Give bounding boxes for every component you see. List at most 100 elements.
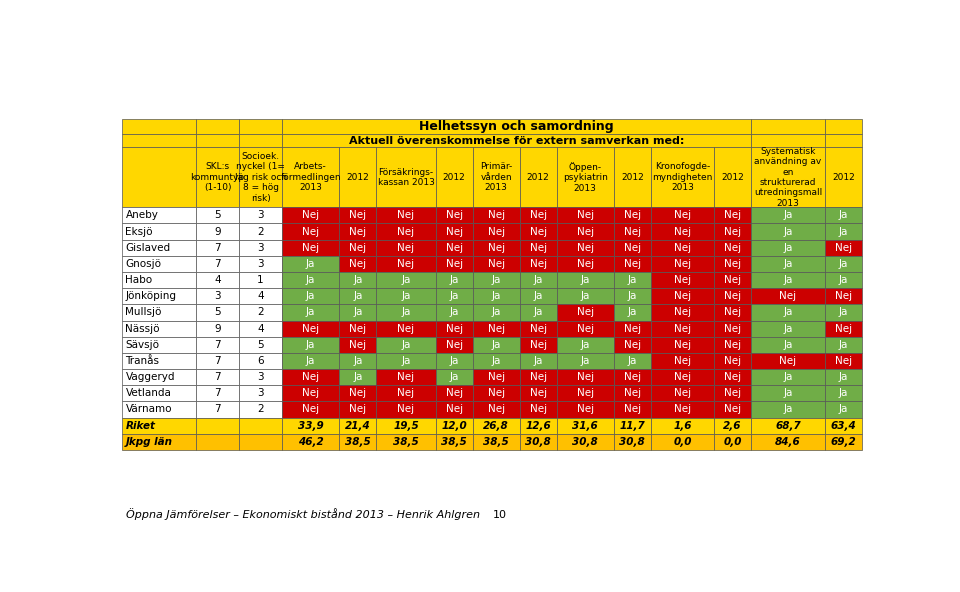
Bar — [196, 320, 239, 337]
Bar — [651, 147, 714, 207]
Bar — [751, 353, 825, 369]
Text: Nej: Nej — [674, 324, 691, 334]
Text: Nej: Nej — [302, 388, 320, 398]
Text: Ja: Ja — [783, 275, 793, 285]
Text: Värnamo: Värnamo — [126, 404, 172, 414]
Bar — [825, 256, 862, 272]
Text: Ja: Ja — [353, 356, 363, 366]
Text: Ja: Ja — [783, 372, 793, 382]
Bar — [613, 147, 651, 207]
Bar — [340, 320, 376, 337]
Text: Ja: Ja — [492, 307, 501, 317]
Bar — [751, 256, 825, 272]
Bar — [472, 240, 519, 256]
Bar — [282, 207, 340, 224]
Bar — [557, 147, 613, 207]
Bar — [282, 434, 340, 450]
Text: Ja: Ja — [534, 275, 542, 285]
Text: Nej: Nej — [349, 259, 367, 269]
Text: Ja: Ja — [838, 259, 848, 269]
Bar — [751, 272, 825, 288]
Text: 4: 4 — [257, 291, 264, 301]
Bar — [122, 256, 196, 272]
Text: Ja: Ja — [401, 340, 411, 350]
Bar — [519, 207, 557, 224]
Text: Ja: Ja — [449, 307, 459, 317]
Bar — [282, 256, 340, 272]
Bar — [436, 240, 472, 256]
Text: 4: 4 — [257, 324, 264, 334]
Bar — [340, 207, 376, 224]
Bar — [282, 385, 340, 401]
Text: 2012: 2012 — [347, 173, 370, 182]
Bar — [519, 434, 557, 450]
Text: Nej: Nej — [397, 259, 415, 269]
Text: Nej: Nej — [530, 404, 546, 414]
Text: Ja: Ja — [838, 372, 848, 382]
Bar — [436, 337, 472, 353]
Bar — [825, 288, 862, 304]
Bar — [239, 207, 282, 224]
Bar — [519, 304, 557, 320]
Bar — [376, 240, 436, 256]
Text: 46,2: 46,2 — [298, 437, 324, 447]
Bar — [340, 417, 376, 434]
Text: Eksjö: Eksjö — [126, 227, 153, 237]
Text: Nej: Nej — [724, 307, 741, 317]
Bar — [557, 434, 613, 450]
Text: Nej: Nej — [488, 227, 505, 237]
Text: Ja: Ja — [401, 307, 411, 317]
Bar — [196, 134, 239, 147]
Text: 21,4: 21,4 — [345, 421, 371, 430]
Text: Nej: Nej — [674, 291, 691, 301]
Text: Nej: Nej — [780, 291, 797, 301]
Text: Nej: Nej — [624, 340, 641, 350]
Bar — [651, 256, 714, 272]
Bar — [340, 304, 376, 320]
Bar — [376, 272, 436, 288]
Text: Nej: Nej — [349, 388, 367, 398]
Text: Ja: Ja — [353, 372, 363, 382]
Bar — [122, 434, 196, 450]
Text: Kronofogde-
myndigheten
2013: Kronofogde- myndigheten 2013 — [652, 162, 712, 192]
Text: Ja: Ja — [581, 275, 589, 285]
Text: Sävsjö: Sävsjö — [126, 340, 159, 350]
Text: Försäkrings-
kassan 2013: Försäkrings- kassan 2013 — [377, 168, 435, 187]
Text: Nej: Nej — [780, 356, 797, 366]
Text: 7: 7 — [214, 388, 221, 398]
Text: Nej: Nej — [834, 356, 852, 366]
Bar — [825, 385, 862, 401]
Bar — [472, 272, 519, 288]
Bar — [472, 320, 519, 337]
Bar — [557, 320, 613, 337]
Bar — [613, 304, 651, 320]
Bar — [472, 353, 519, 369]
Text: Nej: Nej — [724, 227, 741, 237]
Text: 5: 5 — [257, 340, 264, 350]
Text: Ja: Ja — [783, 404, 793, 414]
Bar — [519, 147, 557, 207]
Text: Nej: Nej — [530, 243, 546, 253]
Text: 7: 7 — [214, 243, 221, 253]
Bar — [557, 417, 613, 434]
Bar — [239, 369, 282, 385]
Text: Nej: Nej — [674, 388, 691, 398]
Bar — [239, 256, 282, 272]
Text: Aneby: Aneby — [126, 210, 158, 220]
Bar — [196, 304, 239, 320]
Bar — [376, 288, 436, 304]
Text: Jkpg län: Jkpg län — [126, 437, 173, 447]
Bar — [751, 385, 825, 401]
Bar — [613, 272, 651, 288]
Text: Nej: Nej — [302, 210, 320, 220]
Bar — [122, 288, 196, 304]
Text: Ja: Ja — [628, 356, 637, 366]
Bar — [376, 337, 436, 353]
Text: Ja: Ja — [783, 259, 793, 269]
Text: 30,8: 30,8 — [572, 437, 598, 447]
Bar — [651, 207, 714, 224]
Text: Nej: Nej — [397, 243, 415, 253]
Bar — [196, 401, 239, 417]
Text: 2012: 2012 — [721, 173, 744, 182]
Bar — [651, 224, 714, 240]
